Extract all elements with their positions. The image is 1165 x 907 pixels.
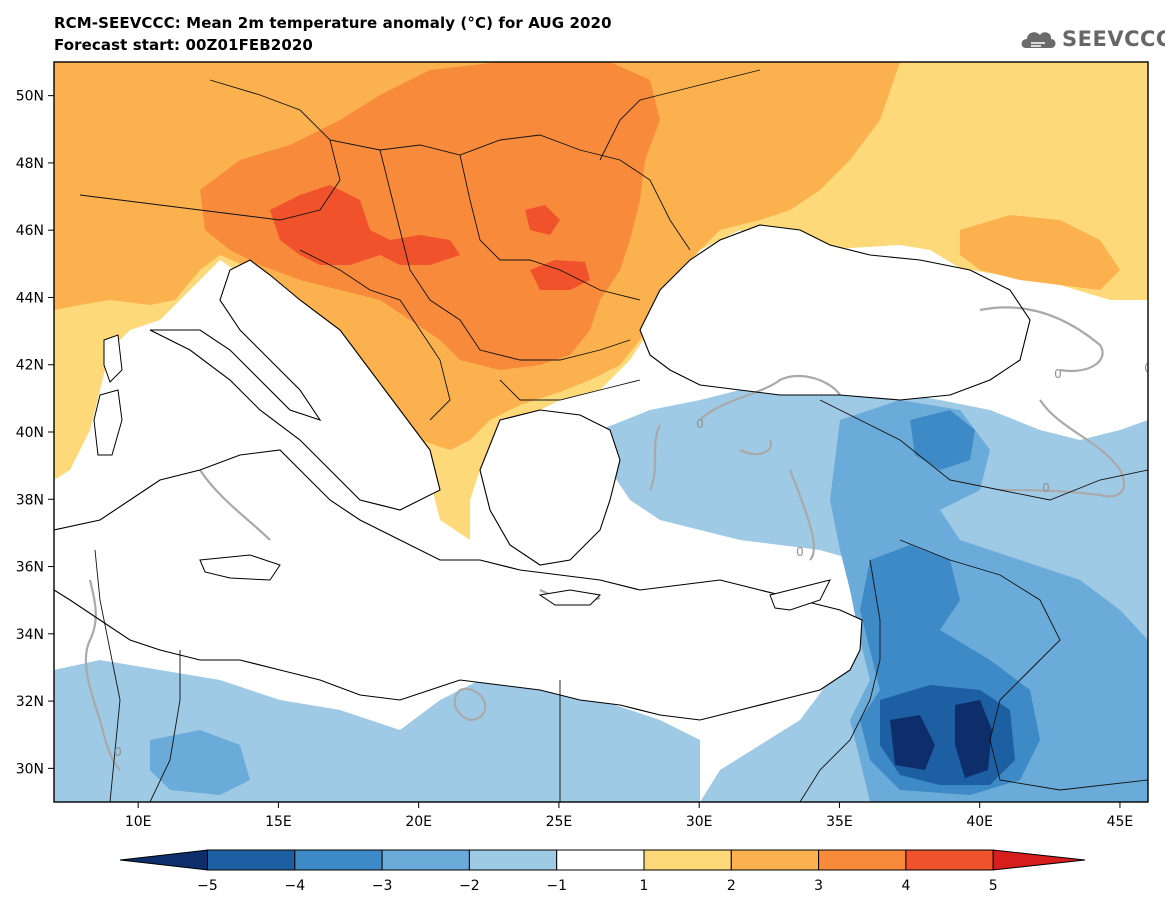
colorbar-segment [381, 849, 470, 871]
colorbar-segment [556, 849, 645, 871]
country-borders [79, 69, 1148, 802]
contour-value-label: 0 [696, 417, 704, 431]
colorbar-label: 3 [814, 878, 823, 894]
colorbar-segment [818, 849, 907, 871]
anomaly-below-minus5-region [890, 700, 992, 778]
colorbar-segment [643, 849, 732, 871]
lat-tick-label: 30N [16, 761, 44, 777]
colorbar-label: −1 [546, 878, 567, 894]
cloud-icon [1021, 32, 1056, 48]
lon-tick-label: 20E [405, 814, 432, 830]
contour-value-label: 0 [1144, 361, 1152, 375]
lat-tick-label: 36N [16, 560, 44, 576]
lat-tick-label: 46N [16, 223, 44, 239]
colorbar-label: −2 [459, 878, 480, 894]
contour-value-label: 0 [1054, 367, 1062, 381]
lat-tick-label: 44N [16, 290, 44, 306]
lat-tick-label: 34N [16, 627, 44, 643]
anomaly-minus2-minus3-south [150, 730, 250, 795]
lat-tick-label: 38N [16, 492, 44, 508]
colorbar-label: −4 [284, 878, 305, 894]
islands [93, 334, 831, 611]
seevccc-logo: SEEVCCC [1062, 27, 1165, 51]
mediterranean-sea [54, 450, 862, 720]
black-sea [640, 225, 1030, 400]
lon-tick-label: 30E [686, 814, 713, 830]
contour-value-label: 0 [796, 545, 804, 559]
anomaly-minus3-minus4-north [910, 410, 975, 470]
coastlines [54, 224, 1031, 721]
aegean-sea [480, 410, 620, 565]
anomaly-3-4-region [200, 62, 660, 370]
anomaly-4-5-region-west [270, 185, 460, 265]
colorbar-label: −5 [197, 878, 218, 894]
contour-label-group: 0 0 0 0 0 0 [114, 361, 1152, 759]
contour-value-label: 0 [1042, 481, 1050, 495]
lon-tick-label: 25E [546, 814, 573, 830]
colorbar-segment [468, 849, 558, 871]
anomaly-4-5-region-north [525, 205, 560, 235]
lat-tick-label: 50N [16, 89, 44, 105]
anomaly-4-5-region-east [530, 260, 590, 290]
colorbar-label: −3 [372, 878, 393, 894]
colorbar-label: 5 [989, 878, 998, 894]
lat-tick-label: 40N [16, 425, 44, 441]
colorbar-extend-low [119, 849, 208, 871]
colorbar-segment [207, 849, 296, 871]
colorbar-segment [294, 849, 383, 871]
lon-tick-label: 40E [966, 814, 993, 830]
lon-tick-label: 15E [265, 814, 292, 830]
forecast-start-label: Forecast start: 00Z01FEB2020 [54, 36, 313, 54]
contour-value-label: 0 [114, 745, 122, 759]
latitude-axis: 50N 48N 46N 44N 42N 40N 38N 36N 34N 32N 30N [16, 89, 54, 777]
colorbar-segment [730, 849, 820, 871]
lat-tick-label: 32N [16, 694, 44, 710]
lat-tick-label: 48N [16, 156, 44, 172]
colorbar-segment [905, 849, 994, 871]
colorbar-extend-high [992, 849, 1086, 871]
colorbar-label: 1 [640, 878, 649, 894]
lon-tick-label: 45E [1107, 814, 1134, 830]
lat-tick-label: 42N [16, 358, 44, 374]
lon-tick-label: 10E [125, 814, 152, 830]
lon-tick-label: 35E [826, 814, 853, 830]
colorbar-label: 4 [901, 878, 910, 894]
longitude-axis: 10E 15E 20E 25E 30E 35E 40E 45E [125, 802, 1133, 830]
colorbar-label: 2 [727, 878, 736, 894]
anomaly-2-3-east [960, 215, 1120, 290]
map-title: RCM-SEEVCCC: Mean 2m temperature anomaly… [54, 14, 612, 32]
